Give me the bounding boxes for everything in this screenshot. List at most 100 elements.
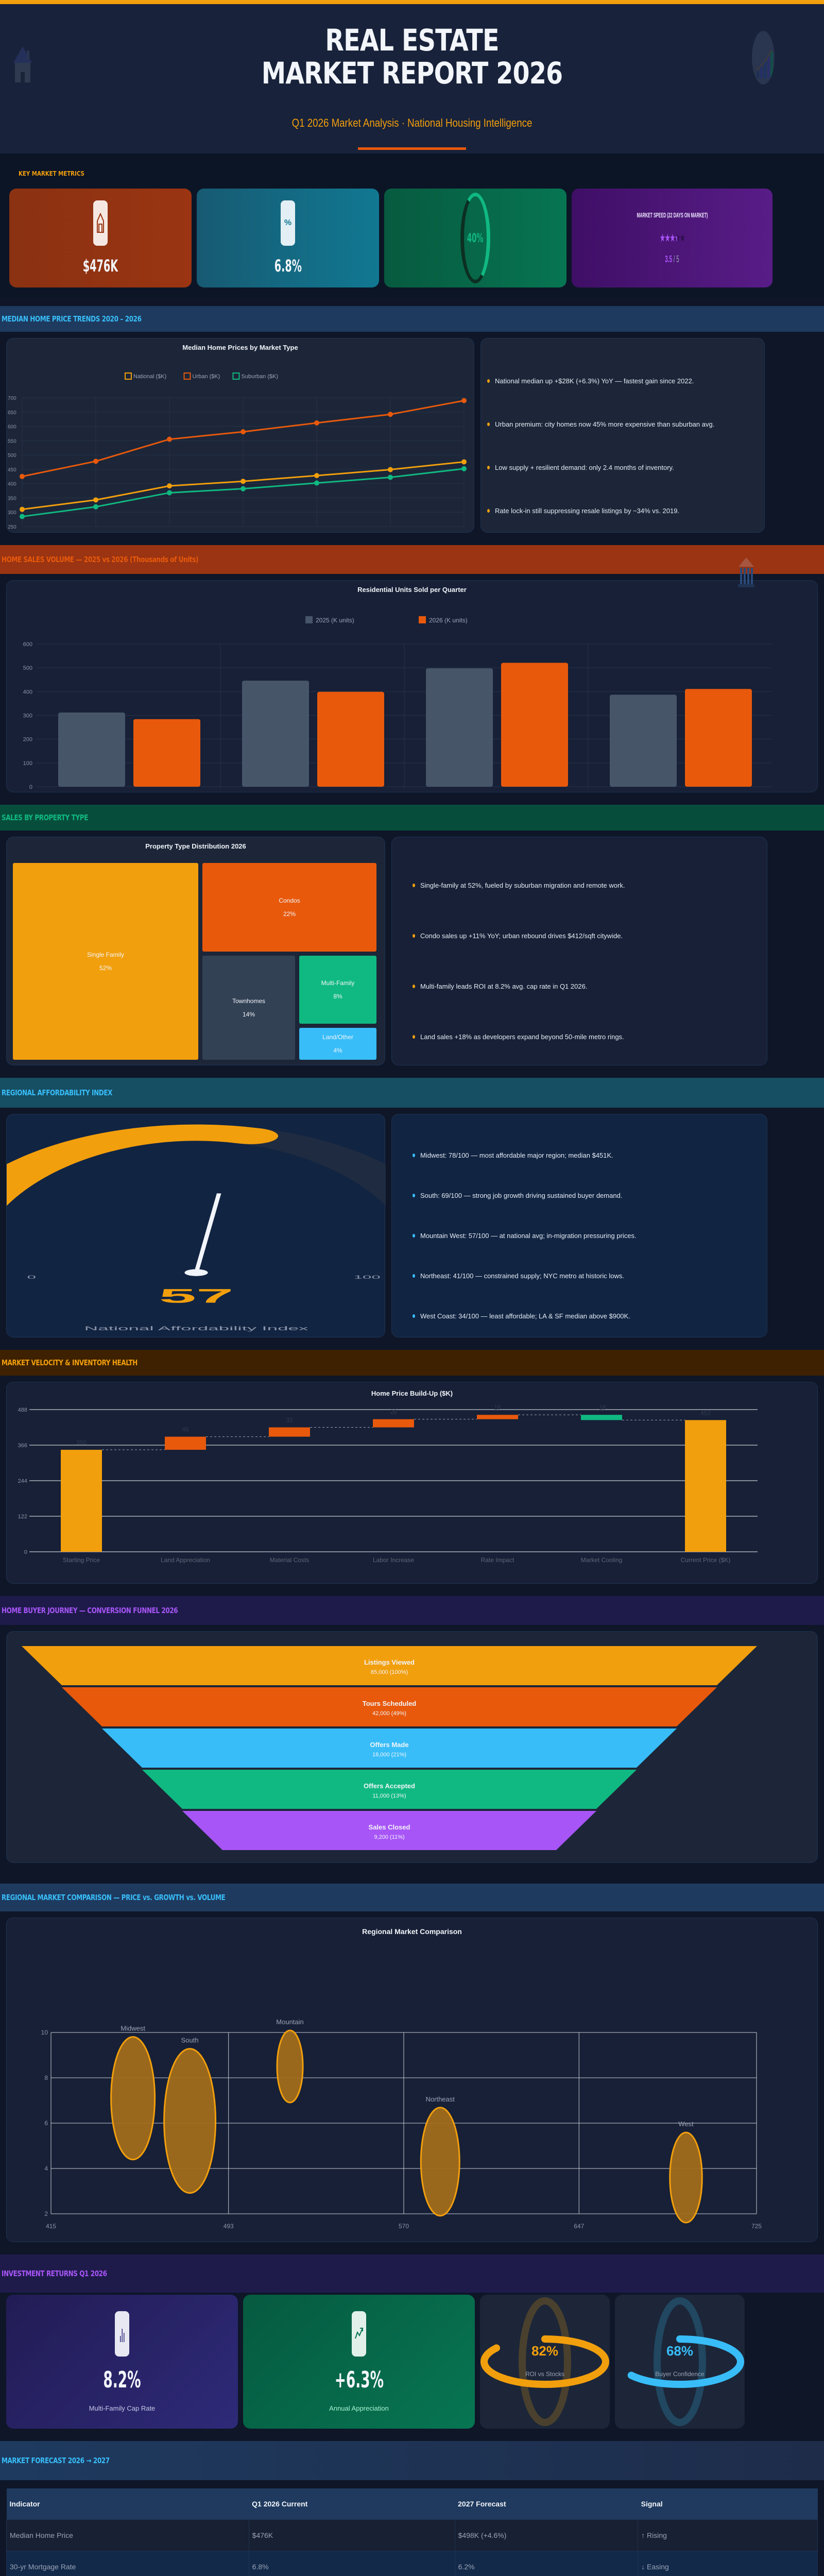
growth-chart-icon — [752, 31, 775, 84]
svg-text:Offers Accepted: Offers Accepted — [364, 1782, 415, 1790]
svg-text:415: 415 — [46, 2223, 56, 2230]
funnel-section: Listings Viewed 85,000 (100%) Tours Schedu… — [0, 1625, 824, 1875]
treemap-chart: Single Family 52% Condos 22% Townhomes 14% Mul… — [13, 863, 376, 1060]
svg-text:28: 28 — [390, 1409, 397, 1416]
ring-gauge-value: 40% — [467, 231, 484, 245]
svg-text:488: 488 — [18, 1407, 27, 1413]
ring-gauge: 40% — [460, 193, 490, 283]
conversion-funnel: Listings Viewed 85,000 (100%) Tours Schedu… — [22, 1646, 757, 1850]
median-price-card: $476K — [9, 189, 192, 287]
svg-text:600: 600 — [8, 425, 16, 430]
bar-chart-icon — [115, 2311, 129, 2357]
svg-text:Northeast: Northeast — [426, 2095, 455, 2103]
svg-text:200: 200 — [23, 737, 32, 743]
svg-text:570: 570 — [399, 2223, 409, 2230]
regional-affordability-card: Midwest: 78/100 — most affordable major … — [391, 1114, 767, 1337]
svg-text:6: 6 — [44, 2120, 48, 2127]
svg-text:South: South — [181, 2037, 199, 2044]
rating-value: 3.5 / 5 — [665, 254, 679, 264]
svg-text:Mountain: Mountain — [276, 2018, 303, 2026]
waterfall-chart: 0 122 244 366 488 350 Starting Price 45 Land App… — [18, 1404, 758, 1564]
svg-text:0: 0 — [27, 1274, 36, 1279]
mortgage-rate-value: 6.8% — [274, 256, 302, 276]
svg-text:Current Price ($K): Current Price ($K) — [681, 1556, 731, 1564]
svg-text:68%: 68% — [666, 2343, 693, 2359]
table-cell: ↓ Easing — [638, 2551, 818, 2576]
svg-text:250: 250 — [8, 524, 16, 529]
table-header-row: Indicator Q1 2026 Current 2027 Forecast … — [6, 2488, 818, 2520]
svg-text:18,000 (21%): 18,000 (21%) — [372, 1752, 406, 1758]
svg-text:Market Cooling: Market Cooling — [581, 1556, 623, 1564]
svg-text:15: 15 — [494, 1404, 501, 1411]
section-header-investment: INVESTMENT RETURNS Q1 2026 — [0, 2255, 824, 2293]
section-header-funnel: HOME BUYER JOURNEY — CONVERSION FUNNEL 2… — [0, 1596, 824, 1625]
ring-gauge-card: 40% — [384, 189, 566, 287]
table-cell: ↑ Rising — [638, 2519, 818, 2551]
svg-text:-18: -18 — [597, 1404, 606, 1411]
table-row: 30-yr Mortgage Rate 6.8% 6.2% ↓ Easing — [6, 2551, 818, 2576]
svg-text:ROI vs Stocks: ROI vs Stocks — [525, 2370, 564, 2378]
treemap-title: Property Type Distribution 2026 — [145, 842, 246, 850]
svg-text:Starting Price: Starting Price — [63, 1556, 100, 1564]
confidence-ring-gauge: 68% Buyer Confidence — [615, 2297, 744, 2426]
svg-text:647: 647 — [574, 2223, 584, 2230]
house-icon — [93, 200, 108, 246]
svg-text:Offers Made: Offers Made — [370, 1741, 408, 1749]
svg-text:100: 100 — [354, 1274, 381, 1279]
svg-text:Sales Closed: Sales Closed — [369, 1823, 410, 1831]
gauge-card: 0 100 57 National Affordability Index — [0, 1114, 473, 1337]
section-header-forecast: MARKET FORECAST 2026 → 2027 — [0, 2441, 824, 2480]
svg-text:Buyer Confidence: Buyer Confidence — [655, 2370, 705, 2378]
forecast-section: Indicator Q1 2026 Current 2027 Forecast … — [0, 2480, 824, 2576]
report-header: REAL ESTATE MARKET REPORT 2026 Q1 2026 M… — [0, 4, 824, 154]
svg-text:0: 0 — [24, 1549, 27, 1555]
trend-up-icon — [352, 2311, 366, 2357]
star-empty-icon: ★ — [679, 231, 685, 244]
svg-text:500: 500 — [23, 665, 32, 671]
table-cell: 6.2% — [454, 2551, 639, 2576]
svg-text:8: 8 — [44, 2074, 48, 2081]
svg-text:Labor Increase: Labor Increase — [373, 1556, 414, 1564]
svg-text:400: 400 — [23, 689, 32, 695]
svg-text:2025 (K units): 2025 (K units) — [316, 617, 354, 624]
cap-rate-card: 8.2% Multi-Family Cap Rate — [6, 2295, 238, 2429]
svg-text:2026 (K units): 2026 (K units) — [429, 617, 468, 624]
svg-text:400: 400 — [8, 482, 16, 487]
line-chart-title: Median Home Prices by Market Type — [182, 344, 298, 351]
bubble-chart-title: Regional Market Comparison — [362, 1927, 462, 1936]
svg-text:82%: 82% — [531, 2343, 558, 2359]
bubble-chart-card: Regional Market Comparison 2 4 6 8 10 415 493 5… — [6, 1918, 818, 2242]
confidence-ring-card: 68% Buyer Confidence — [615, 2295, 745, 2429]
section-header-sales-volume: HOME SALES VOLUME — 2025 vs 2026 (Thousa… — [0, 545, 824, 587]
star-icon: ★★★ — [659, 231, 675, 244]
appreciation-card: +6.3% Annual Appreciation — [243, 2295, 475, 2429]
section-header-regional: REGIONAL MARKET COMPARISON — PRICE vs. G… — [0, 1884, 824, 1911]
treemap-cell: Townhomes 14% — [202, 956, 295, 1060]
svg-text:Urban ($K): Urban ($K) — [193, 374, 220, 380]
svg-text:122: 122 — [18, 1514, 27, 1520]
svg-text:42,000 (49%): 42,000 (49%) — [372, 1710, 406, 1717]
title-line-2: MARKET REPORT 2026 — [261, 56, 563, 91]
svg-text:11,000 (13%): 11,000 (13%) — [372, 1793, 406, 1799]
svg-text:45: 45 — [182, 1426, 189, 1433]
page-title: REAL ESTATE MARKET REPORT 2026 — [74, 4, 750, 90]
svg-text:100: 100 — [23, 760, 32, 767]
market-speed-card: MARKET SPEED (22 DAYS ON MARKET) ★★★★★ 3… — [572, 189, 772, 287]
insight-bullet: Condo sales up +11% YoY; urban rebound d… — [413, 910, 757, 961]
insight-bullet: Low supply + resilient demand: only 2.4 … — [487, 446, 754, 489]
forecast-table: Indicator Q1 2026 Current 2027 Forecast … — [6, 2488, 818, 2576]
svg-text:National Affordability Index: National Affordability Index — [84, 1325, 308, 1331]
property-insights-card: Single-family at 52%, fueled by suburban… — [391, 837, 767, 1065]
section-header-property-type: SALES BY PROPERTY TYPE — [0, 805, 824, 831]
cap-rate-label: Multi-Family Cap Rate — [89, 2404, 156, 2412]
report-subtitle: Q1 2026 Market Analysis · National Housi… — [291, 116, 533, 129]
waterfall-title: Home Price Build-Up ($K) — [371, 1389, 453, 1397]
table-cell: 6.8% — [248, 2551, 455, 2576]
house-icon — [13, 46, 32, 82]
table-cell: $498K (+4.6%) — [454, 2519, 639, 2551]
treemap-cell: Condos 22% — [202, 863, 376, 952]
price-insights-card: National median up +$28K (+6.3%) YoY — f… — [480, 338, 765, 533]
section-header-velocity: MARKET VELOCITY & INVENTORY HEALTH — [0, 1350, 824, 1376]
insight-bullet: Land sales +18% as developers expand bey… — [413, 1011, 757, 1062]
investment-section: 8.2% Multi-Family Cap Rate +6.3% Annual … — [0, 2293, 824, 2441]
